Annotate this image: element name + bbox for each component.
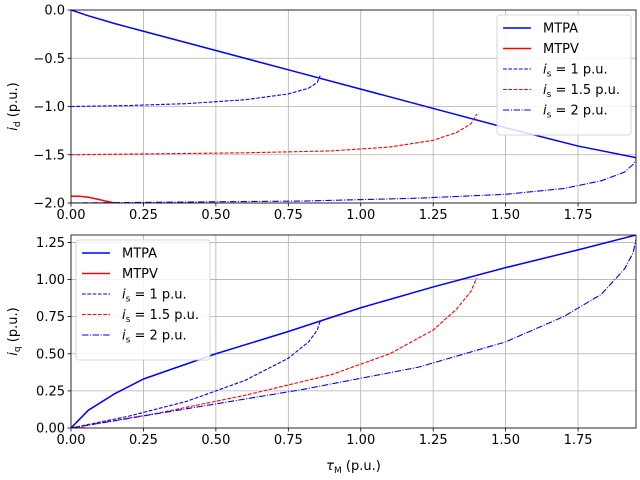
legend-label-4-main: i [543,104,547,119]
y-tick-label: 0.25 [36,384,65,399]
legend-label-2-sub: s [547,70,552,80]
axes-frame [70,234,637,429]
legend-label-2-unit: = 1 p.u. [130,288,186,303]
x-tick-label: 1.00 [346,208,375,223]
legend-label-1: MTPV [122,267,158,282]
legend-label-4: is = 2 p.u. [543,104,608,121]
legend-label-2-unit: = 1 p.u. [551,63,607,78]
y-axis-label: iq (p.u.) [6,307,23,355]
y-tick-label: −0.5 [33,52,65,67]
x-axis-label: τM (p.u.) [326,459,381,476]
x-tick-label: 0.00 [57,433,86,448]
x-tick-label: 0.50 [201,433,230,448]
legend-label-2-main: i [122,288,126,303]
y-axis-label-unit: (p.u.) [6,82,21,121]
y-axis-label-sub: q [13,346,23,352]
y-axis-label-sub: d [13,121,23,127]
series-line-2 [71,320,321,428]
x-tick-label: 1.75 [564,208,593,223]
x-tick-label: 1.75 [564,433,593,448]
series-line-4 [71,239,636,428]
y-tick-label: 1.25 [36,236,65,251]
legend-label-2: is = 1 p.u. [122,288,187,305]
x-tick-label: 0.25 [129,433,158,448]
legend-label-2-sub: s [126,295,131,305]
x-tick-label: 1.50 [491,433,520,448]
legend-box [496,14,632,136]
y-tick-label: 0.00 [36,422,65,437]
series-group [71,235,636,428]
legend-label-1: MTPV [543,42,579,57]
legend-label-4-unit: = 2 p.u. [551,104,607,119]
legend-label-4-sub: s [547,111,552,121]
y-axis-label-main: i [6,127,21,131]
series-line-0 [71,235,636,428]
legend-label-3-unit: = 1.5 p.u. [551,83,620,98]
x-tick-label: 1.00 [346,433,375,448]
legend-label-4-main: i [122,329,126,344]
y-axis-label-main: i [6,352,21,356]
legend-label-0: MTPA [122,247,157,262]
y-tick-label: 1.00 [36,273,65,288]
y-axis-label-unit: (p.u.) [6,307,21,346]
series-line-2 [71,75,321,108]
legend-label-3-main: i [543,83,547,98]
legend-label-4-unit: = 2 p.u. [130,329,186,344]
series-line-4 [71,159,636,203]
legend-label-2-main: i [543,63,547,78]
x-tick-label: 0.00 [57,208,86,223]
legend-label-3-main: i [122,308,126,323]
chart-panel-1: 0.00 0.25 0.50 0.75 1.00 1.25 1.50 1.75 0.0 −0.5 −… [6,4,637,223]
y-tick-label: 0.75 [36,310,65,325]
y-tick-label: −1.5 [33,148,65,163]
legend-label-3-sub: s [126,315,131,325]
y-tick-label: 0.0 [44,4,65,19]
y-tick-label: −2.0 [33,197,65,212]
legend-label-4: is = 2 p.u. [122,329,187,346]
legend-label-0: MTPA [543,22,578,37]
x-tick-label: 1.25 [419,208,448,223]
x-tick-label: 0.50 [201,208,230,223]
x-tick-label: 1.50 [491,208,520,223]
chart-panel-2: 0.00 0.25 0.50 0.75 1.00 1.25 1.50 1.75 0.00 0.25… [6,234,637,476]
x-tick-label: 0.25 [129,208,158,223]
legend-label-3-unit: = 1.5 p.u. [130,308,199,323]
y-axis-label: id (p.u.) [6,82,23,130]
series-line-1 [71,195,115,203]
legend-label-4-sub: s [126,336,131,346]
legend-box [75,239,211,361]
series-line-3 [71,277,478,428]
y-tick-label: 0.50 [36,347,65,362]
legend-label-2: is = 1 p.u. [543,63,608,80]
legend-label-3: is = 1.5 p.u. [543,83,620,100]
y-tick-label: −1.0 [33,100,65,115]
legend-label-3: is = 1.5 p.u. [122,308,199,325]
x-tick-label: 0.75 [274,433,303,448]
x-axis-label-main: τ [326,459,334,474]
x-tick-label: 1.25 [419,433,448,448]
legend-label-3-sub: s [547,90,552,100]
series-line-3 [71,113,478,156]
x-axis-label-sub: M [334,466,342,476]
x-tick-label: 0.75 [274,208,303,223]
x-axis-label-unit: (p.u.) [342,459,381,474]
